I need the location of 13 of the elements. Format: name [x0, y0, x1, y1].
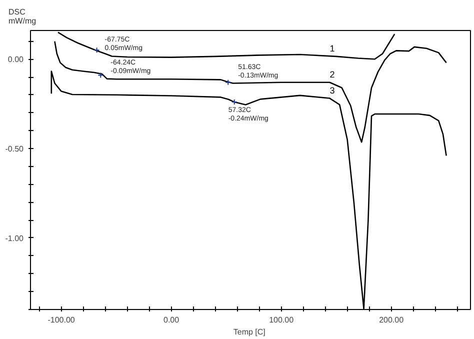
line-series	[54, 40, 447, 143]
series-label: 1	[330, 43, 335, 54]
y-tick-label: 0.00	[8, 55, 24, 64]
x-axis-title: Temp [C]	[233, 328, 266, 336]
series-label: 3	[330, 85, 335, 96]
y-tick-label: -0.50	[5, 144, 24, 154]
x-tick-label: 100.00	[269, 316, 294, 324]
x-tick-label: -100.00	[48, 316, 76, 324]
x-tick-label: 200.00	[379, 316, 404, 324]
y-axis-title: DSC mW/mg	[8, 8, 36, 26]
x-tick-label: 0.00	[164, 316, 180, 324]
y-tick-label: -1.00	[5, 234, 24, 243]
series-label: 2	[330, 69, 335, 80]
